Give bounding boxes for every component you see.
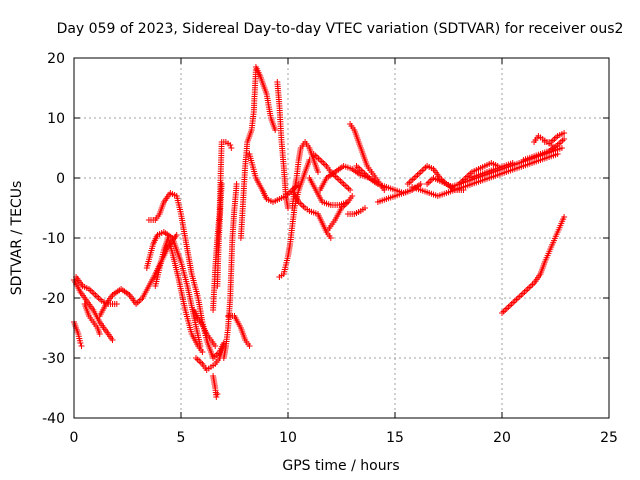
data-marker-path [276,157,313,280]
data-marker-path [152,235,206,355]
data-marker-path [456,160,501,187]
series-track-35 [451,151,561,193]
series-track-26 [323,199,351,235]
x-axis-label: GPS time / hours [282,458,399,474]
x-axis: 0 5 10 15 20 25 [70,58,618,446]
x-tick-label: 20 [493,430,511,446]
series-track-15 [225,313,253,349]
data-marker-path [81,301,103,337]
series-track-17 [252,64,279,133]
x-tick-label: 10 [279,430,297,446]
x-tick-label: 15 [386,430,404,446]
series-track-13 [214,181,225,289]
data-marker-path [289,187,334,241]
y-tick-label: 20 [47,51,65,67]
series-track-22 [289,187,334,241]
data-marker-path [190,307,219,349]
data-marker-path [214,181,225,289]
series-track-09 [190,307,219,349]
y-tick-label: -30 [42,351,65,367]
series-track-11 [210,373,221,400]
y-tick-label: 0 [56,171,65,187]
y-tick-label: -20 [42,291,65,307]
series-track-37 [466,160,516,181]
chart-title: Day 059 of 2023, Sidereal Day-to-day VTE… [57,21,624,37]
series-track-14 [220,181,240,361]
series-track-36 [456,160,501,187]
series-track-20 [276,157,313,280]
data-marker-path [237,67,259,241]
data-marker-path [344,205,368,217]
data-marker-path [499,214,568,316]
y-tick-label: 10 [47,111,65,127]
data-marker-path [541,130,568,145]
y-axis-label: SDTVAR / TECUs [9,181,25,296]
data-marker-path [451,151,561,193]
x-tick-label: 5 [177,430,186,446]
data-marker-path [225,313,253,349]
data-marker-path [520,136,568,163]
x-tick-label: 25 [600,430,618,446]
y-axis: -40 -30 -20 -10 0 10 20 [42,51,609,427]
data-marker-path [323,199,351,235]
series-track-38 [520,136,568,163]
series-track-41 [499,214,568,316]
series-track-04 [81,301,103,337]
series-track-24 [310,151,354,193]
series-track-07 [152,235,206,355]
y-tick-label: -40 [42,411,65,427]
data-marker-path [310,151,354,193]
data-marker-path [220,181,240,361]
x-tick-label: 0 [70,430,79,446]
data-marker-path [252,64,279,133]
data-marker-path [210,373,221,400]
series-track-16 [237,67,259,241]
series-track-40 [541,130,568,145]
data-marker-path [466,160,516,181]
y-tick-label: -10 [42,231,65,247]
series-track-19 [274,79,291,211]
data-points [71,64,568,400]
data-marker-path [274,79,291,211]
series-track-27 [344,205,368,217]
